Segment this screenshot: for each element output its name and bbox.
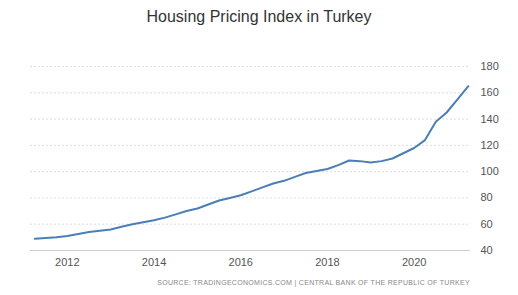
svg-text:2018: 2018 [315,256,339,268]
svg-text:100: 100 [481,165,499,177]
svg-text:140: 140 [481,113,499,125]
svg-text:80: 80 [481,191,493,203]
svg-text:60: 60 [481,218,493,230]
svg-text:180: 180 [481,60,499,72]
svg-text:2014: 2014 [142,256,166,268]
svg-text:40: 40 [481,244,493,256]
svg-text:160: 160 [481,86,499,98]
html-text:Housing Pricing Index in Turke: Housing Pricing Index in Turkey [146,8,372,25]
svg-text:120: 120 [481,139,499,151]
svg-text:2016: 2016 [229,256,253,268]
svg-text:2020: 2020 [402,256,426,268]
html-text:SOURCE: TRADINGECONOMICS.COM |: SOURCE: TRADINGECONOMICS.COM | CENTRAL B… [157,279,470,286]
svg-text:2012: 2012 [55,256,79,268]
